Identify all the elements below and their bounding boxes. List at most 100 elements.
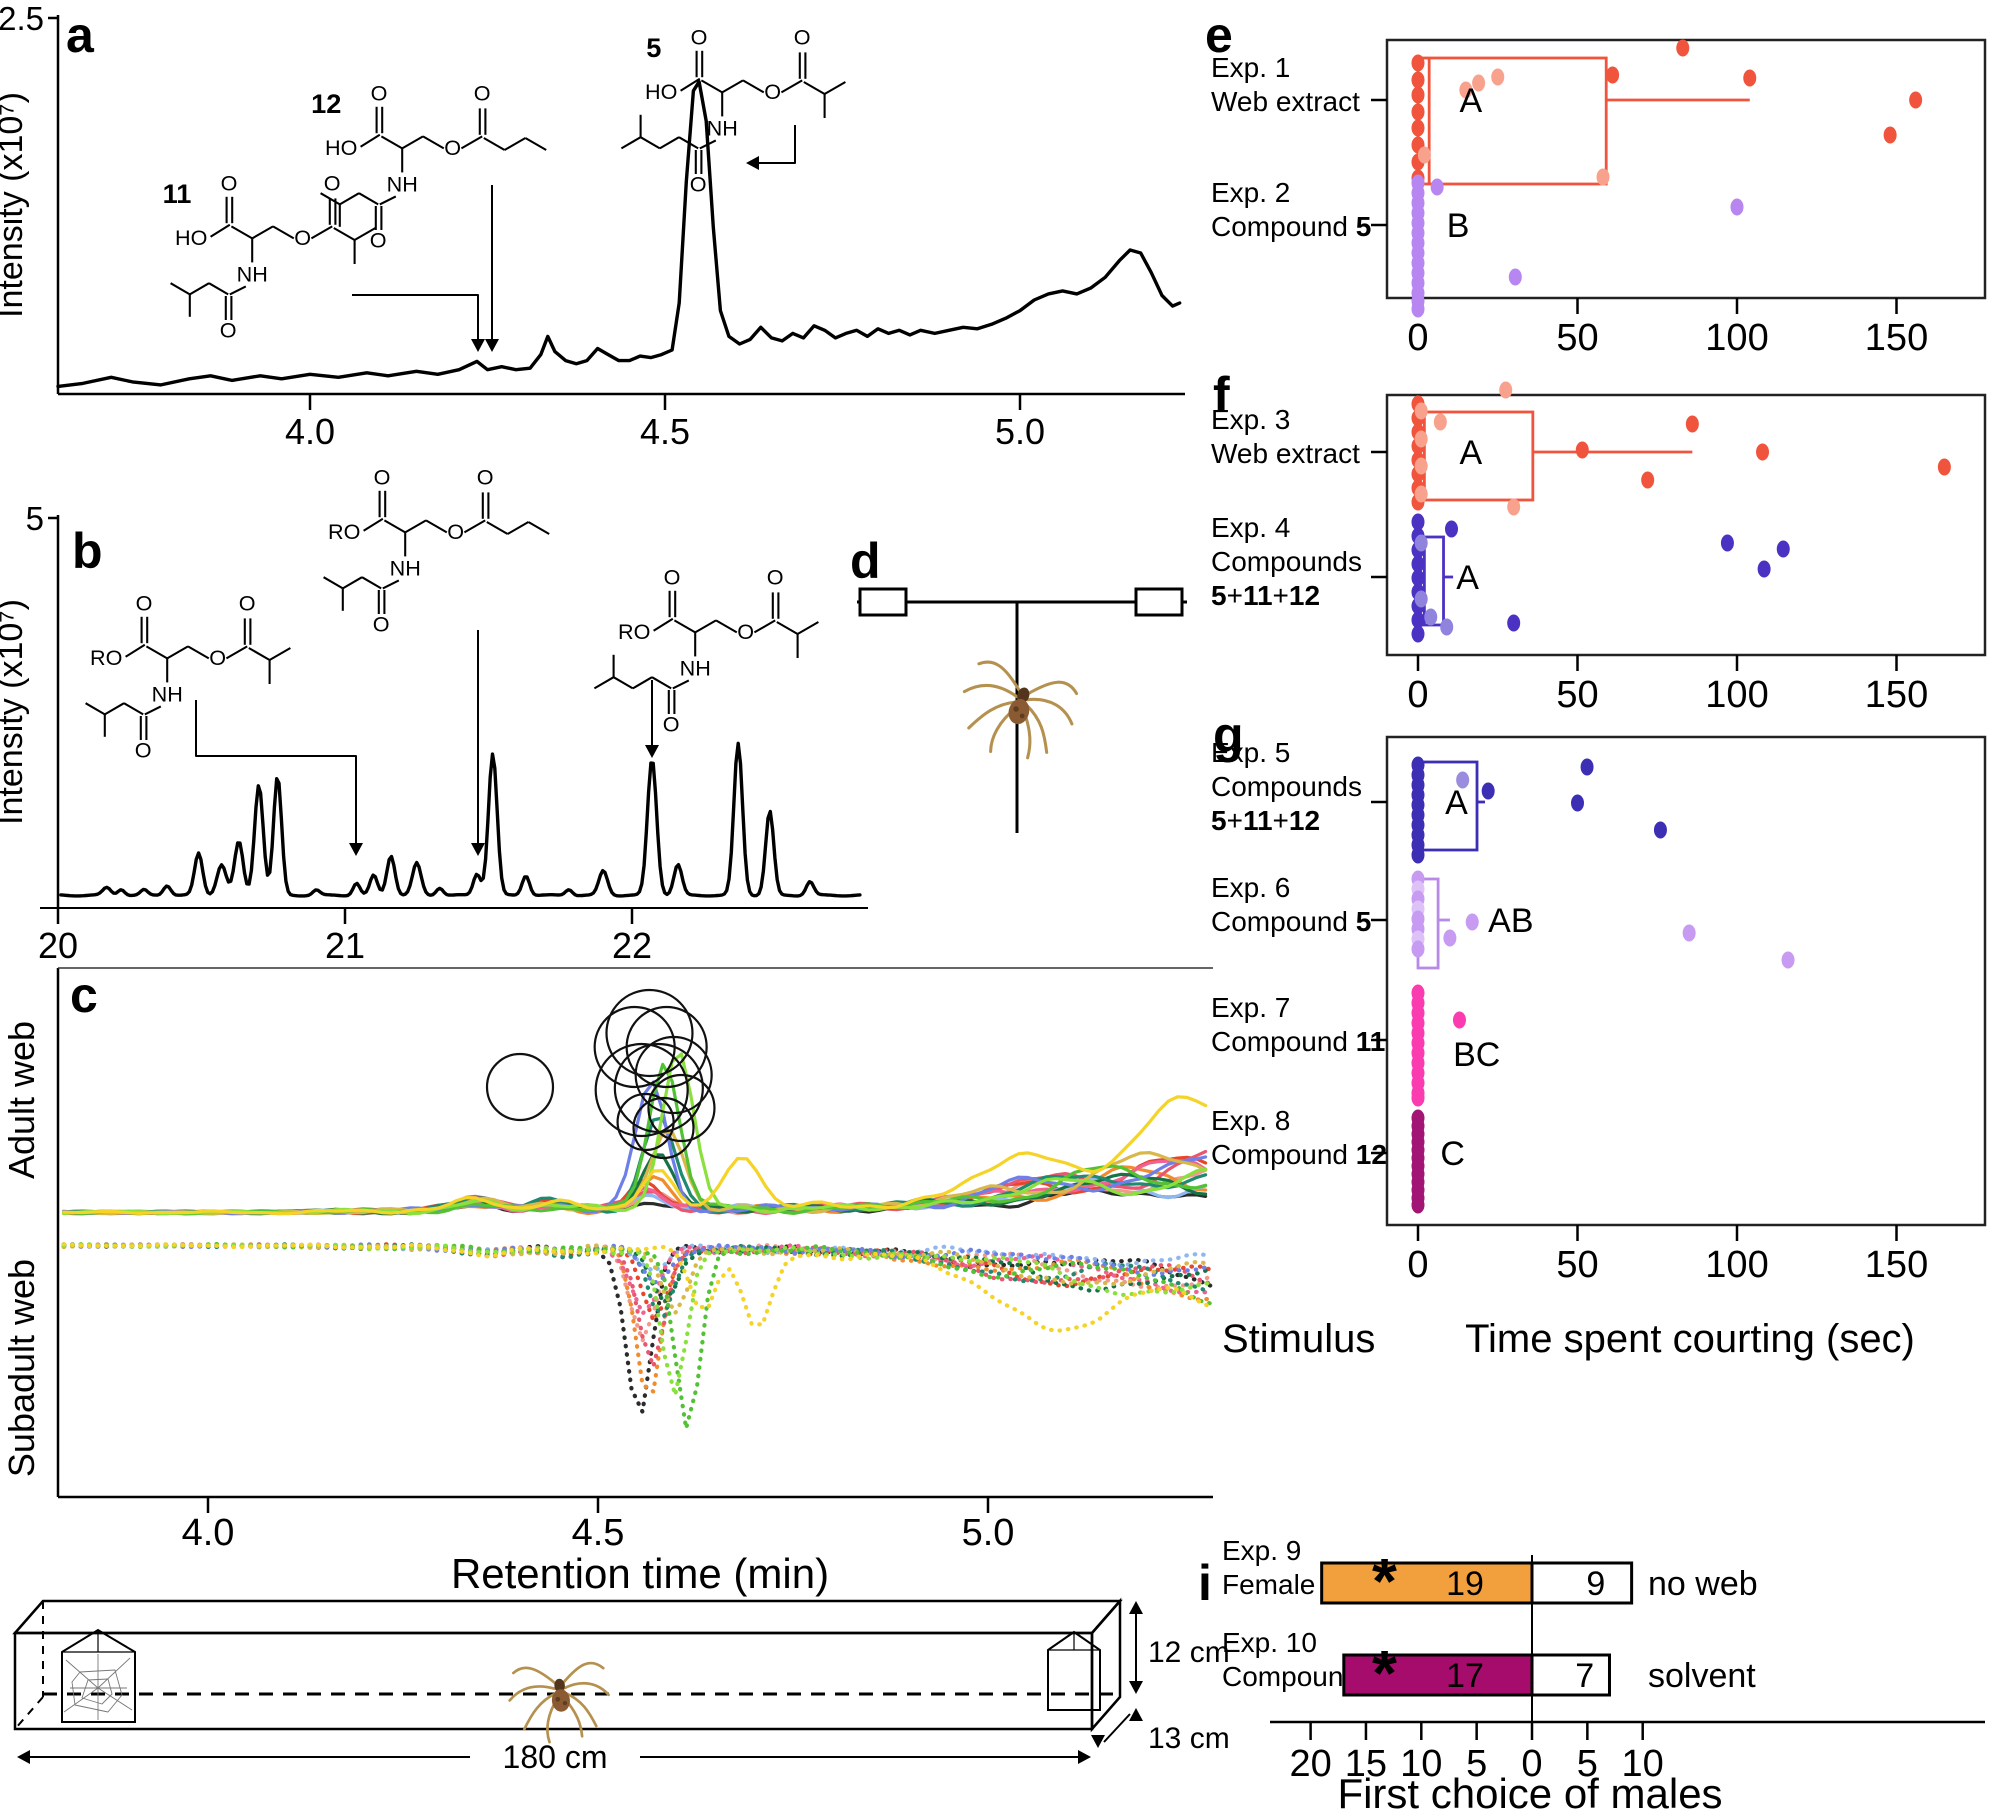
atom-nh: NH [707, 116, 738, 141]
trace [352, 294, 479, 340]
line [753, 619, 776, 634]
row-label-seg: Web extract [1211, 86, 1360, 117]
arrowhead [17, 1750, 30, 1764]
significance-letter: C [1440, 1135, 1465, 1173]
x-tick-label: 15 [1345, 1743, 1387, 1785]
row-label: Exp. 1 [1211, 52, 1290, 83]
line [320, 192, 341, 206]
panel-d: d [850, 533, 1187, 833]
atom-o: O [794, 24, 811, 49]
row-label-seg: Exp. 3 [1211, 404, 1290, 435]
spider-leg [563, 1691, 598, 1728]
row-label-seg: 5 [1356, 211, 1372, 242]
line [269, 647, 291, 661]
bar-value-left: 17 [1446, 1657, 1484, 1695]
spider-spot [1013, 706, 1019, 712]
line [225, 645, 248, 660]
line [673, 619, 696, 634]
atom-o: O [371, 80, 388, 105]
data-point [1411, 555, 1425, 573]
bar-value-left: 19 [1446, 1565, 1484, 1603]
line [672, 679, 690, 690]
bar-value-right: 9 [1586, 1565, 1605, 1603]
line [170, 282, 191, 296]
line [379, 195, 397, 206]
bar-right-label: no web [1648, 1565, 1758, 1603]
panel-letter-c: c [70, 967, 98, 1023]
row-label-seg: Web extract [1211, 438, 1360, 469]
line [401, 135, 424, 150]
row-label-seg: + [1273, 580, 1289, 611]
marker-circle [647, 1073, 716, 1143]
atom-head: HO [325, 135, 357, 160]
x-tick-label: 4.5 [640, 411, 690, 452]
data-point [1411, 300, 1425, 318]
arrowhead [1129, 1601, 1143, 1614]
line [742, 79, 765, 94]
atom-o: O [373, 612, 390, 637]
rect [1134, 587, 1184, 617]
panel-letter-i: i [1198, 1555, 1212, 1611]
data-point [1682, 924, 1696, 942]
atom-o: O [737, 619, 754, 644]
line [463, 519, 486, 534]
line [460, 135, 483, 150]
data-point [1414, 590, 1428, 608]
significance-letter: AB [1488, 902, 1533, 940]
data-point [1653, 821, 1667, 839]
row-label-seg: 11 [1356, 1026, 1386, 1057]
line [483, 137, 506, 151]
row-label-seg: Exp. 1 [1211, 52, 1290, 83]
row-label: Compounds [1211, 546, 1362, 577]
line [187, 645, 210, 660]
line [504, 137, 526, 151]
trace [71, 1669, 123, 1713]
data-point [1411, 846, 1425, 864]
atom-o: O [690, 172, 707, 197]
data-point [1757, 560, 1771, 578]
x-tick-label: 150 [1865, 1244, 1928, 1286]
x-tick-label: 10 [1622, 1743, 1664, 1785]
data-point [1776, 540, 1790, 558]
atom-nh: NH [152, 682, 183, 707]
atom-o: O [663, 712, 680, 737]
spider-abdomen [551, 1689, 570, 1712]
line [776, 621, 799, 635]
x-tick-label: 20 [1289, 1743, 1331, 1785]
data-point [1411, 86, 1425, 104]
atom-head: RO [328, 519, 360, 544]
x-tick-label: 150 [1865, 674, 1928, 716]
arrowhead [645, 745, 659, 758]
data-point [1411, 103, 1425, 121]
structure-a12: HO O NH O O O 12 [311, 80, 547, 253]
spider-spot [1019, 713, 1025, 719]
arrowhead [1091, 1735, 1105, 1748]
line [85, 702, 106, 716]
spider-leg [1025, 697, 1074, 726]
group-label-subadult: Subadult web [1, 1259, 42, 1477]
trace [61, 1242, 1213, 1274]
line [63, 1687, 99, 1713]
trace [61, 1242, 1213, 1305]
line [229, 285, 247, 296]
row-label: Compound 5 [1211, 906, 1371, 937]
arrowhead [485, 339, 499, 352]
line [653, 617, 674, 632]
data-point [1883, 126, 1897, 144]
atom-o: O [136, 590, 153, 615]
line [251, 225, 274, 240]
row-label: Exp. 4 [1211, 512, 1290, 543]
x-tick-label: 4.0 [285, 411, 335, 452]
right-prism [1047, 1630, 1101, 1711]
arrowhead [471, 843, 485, 856]
line [620, 136, 642, 150]
bar-value-right: 7 [1575, 1657, 1594, 1695]
line [425, 519, 448, 534]
panel-b: b5 Intensity (x10⁷) 20 21 22 RO O NH O O O RO O NH O O O… [0, 464, 868, 966]
significance-letter: A [1459, 434, 1482, 472]
x-tick-label: 4.5 [572, 1512, 625, 1554]
data-point [1414, 430, 1428, 448]
row-label-seg: Exp. 9 [1222, 1535, 1301, 1566]
